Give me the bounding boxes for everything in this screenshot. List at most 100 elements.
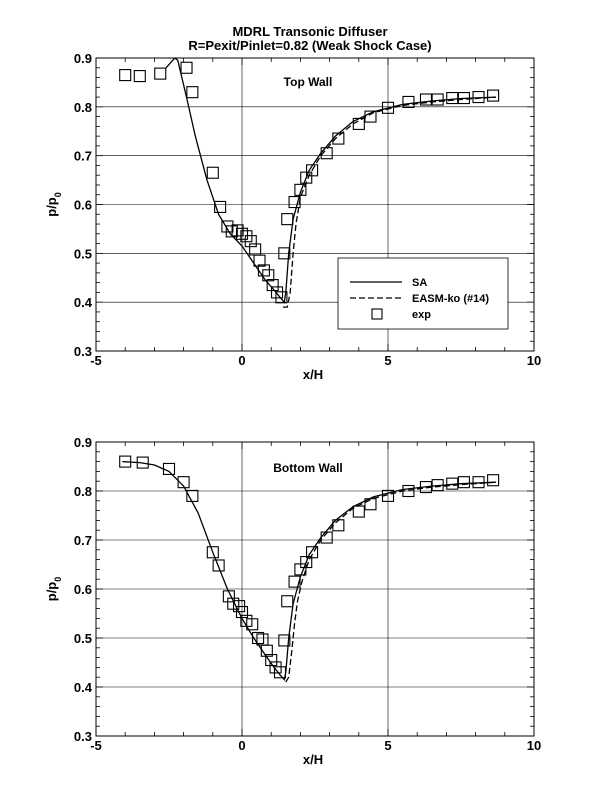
y-tick-label: 0.3 xyxy=(74,729,92,744)
y-tick-label: 0.9 xyxy=(74,51,92,66)
legend-label: EASM-ko (#14) xyxy=(412,293,489,305)
exp-data-point xyxy=(332,519,345,532)
y-tick-label: 0.7 xyxy=(74,149,92,164)
exp-data-point xyxy=(273,666,287,679)
exp-data-point xyxy=(332,132,345,145)
y-axis-label-subscript: 0 xyxy=(53,577,63,582)
y-axis-label: p/p0 xyxy=(44,192,63,217)
exp-data-point xyxy=(206,546,219,559)
y-tick-label: 0.5 xyxy=(74,631,92,646)
legend-label: SA xyxy=(412,277,427,289)
exp-data-point xyxy=(136,456,149,469)
exp-data-point xyxy=(154,67,167,80)
panel-annotation: Top Wall xyxy=(284,75,333,89)
x-axis-label: x/H xyxy=(303,752,323,767)
exp-data-point xyxy=(457,476,470,489)
exp-data-point xyxy=(212,559,225,572)
exp-data-point xyxy=(294,183,307,196)
exp-data-point xyxy=(119,69,132,82)
x-tick-label: 10 xyxy=(527,738,541,753)
exp-data-point xyxy=(262,269,275,282)
exp-data-point xyxy=(119,455,132,468)
exp-data-point xyxy=(222,590,235,603)
exp-data-point xyxy=(320,147,333,160)
y-axis-label-subscript: 0 xyxy=(53,192,63,197)
y-tick-label: 0.6 xyxy=(74,582,92,597)
exp-data-point xyxy=(162,462,176,476)
x-tick-label: -5 xyxy=(90,353,102,368)
exp-data-point xyxy=(260,644,273,657)
figure-title-line-2: R=Pexit/Pinlet=0.82 (Weak Shock Case) xyxy=(188,38,431,53)
exp-data-point xyxy=(275,291,288,304)
y-tick-label: 0.9 xyxy=(74,435,92,450)
exp-data-point xyxy=(281,595,294,608)
series-line-easm-ko xyxy=(285,481,497,683)
exp-data-point xyxy=(244,235,257,248)
y-tick-label: 0.8 xyxy=(74,484,92,499)
exp-data-point xyxy=(472,476,485,489)
x-tick-label: 10 xyxy=(527,353,541,368)
y-tick-label: 0.4 xyxy=(74,680,93,695)
exp-data-point xyxy=(214,200,227,213)
series-line-sa xyxy=(122,460,497,681)
x-tick-label: 5 xyxy=(384,353,391,368)
exp-data-point xyxy=(381,101,395,114)
exp-data-point xyxy=(431,479,444,492)
exp-data-point xyxy=(446,477,459,490)
y-tick-label: 0.7 xyxy=(74,533,92,548)
exp-data-point xyxy=(419,481,433,494)
exp-data-point xyxy=(288,575,301,588)
exp-data-point xyxy=(265,653,278,667)
exp-data-point xyxy=(487,474,500,487)
exp-data-point xyxy=(133,70,146,83)
exp-data-point xyxy=(180,61,193,74)
series-line-sa xyxy=(165,58,497,304)
figure-title-line-1: MDRL Transonic Diffuser xyxy=(232,24,387,39)
exp-data-point xyxy=(288,196,301,209)
exp-data-point xyxy=(402,484,415,498)
exp-data-point xyxy=(278,247,291,260)
x-tick-label: 0 xyxy=(238,738,245,753)
exp-data-point xyxy=(253,254,266,267)
exp-data-point xyxy=(457,91,470,105)
exp-data-point xyxy=(270,286,284,299)
exp-data-point xyxy=(352,117,365,130)
exp-data-point xyxy=(431,93,444,106)
exp-data-point xyxy=(235,605,249,619)
exp-data-point xyxy=(446,91,459,105)
exp-data-point xyxy=(186,86,199,99)
exp-data-point xyxy=(364,498,377,511)
exp-data-point xyxy=(487,89,500,102)
exp-data-point xyxy=(306,546,319,559)
exp-data-point xyxy=(269,661,282,674)
exp-data-point xyxy=(221,220,234,233)
exp-data-point xyxy=(306,164,319,177)
x-axis-label: x/H xyxy=(303,367,323,382)
y-tick-label: 0.4 xyxy=(74,295,93,310)
series-line-easm-ko xyxy=(282,96,497,308)
y-axis-label: p/p0 xyxy=(44,577,63,602)
exp-data-point xyxy=(364,110,377,123)
exp-data-point xyxy=(402,95,415,108)
exp-data-point xyxy=(320,531,333,544)
y-tick-label: 0.8 xyxy=(74,100,92,115)
x-tick-label: 5 xyxy=(384,738,391,753)
exp-data-point xyxy=(352,505,365,518)
exp-data-point xyxy=(252,631,265,645)
panel-bottom-wall: 0.3 0.4 0.5 0.6 0.7 0.8 0.9 -5 0 5 10 x/H p/p0 Bottom… xyxy=(44,435,541,767)
legend-box xyxy=(337,257,509,330)
y-tick-label: 0.5 xyxy=(74,246,92,261)
x-tick-label: -5 xyxy=(90,738,102,753)
exp-data-point xyxy=(472,91,485,104)
panel-annotation: Bottom Wall xyxy=(273,461,343,475)
exp-data-point xyxy=(246,618,259,631)
panel-top-wall: 0.3 0.4 0.5 0.6 0.7 0.8 0.9 -5 0 5 10 x/H p/p0 Top Wa… xyxy=(44,51,541,382)
exp-data-point xyxy=(240,230,253,243)
exp-data-point xyxy=(206,166,219,179)
exp-data-point xyxy=(257,264,270,277)
y-tick-label: 0.3 xyxy=(74,344,92,359)
exp-data-point xyxy=(278,634,291,647)
y-tick-label: 0.6 xyxy=(74,198,92,213)
exp-data-point xyxy=(419,93,433,106)
